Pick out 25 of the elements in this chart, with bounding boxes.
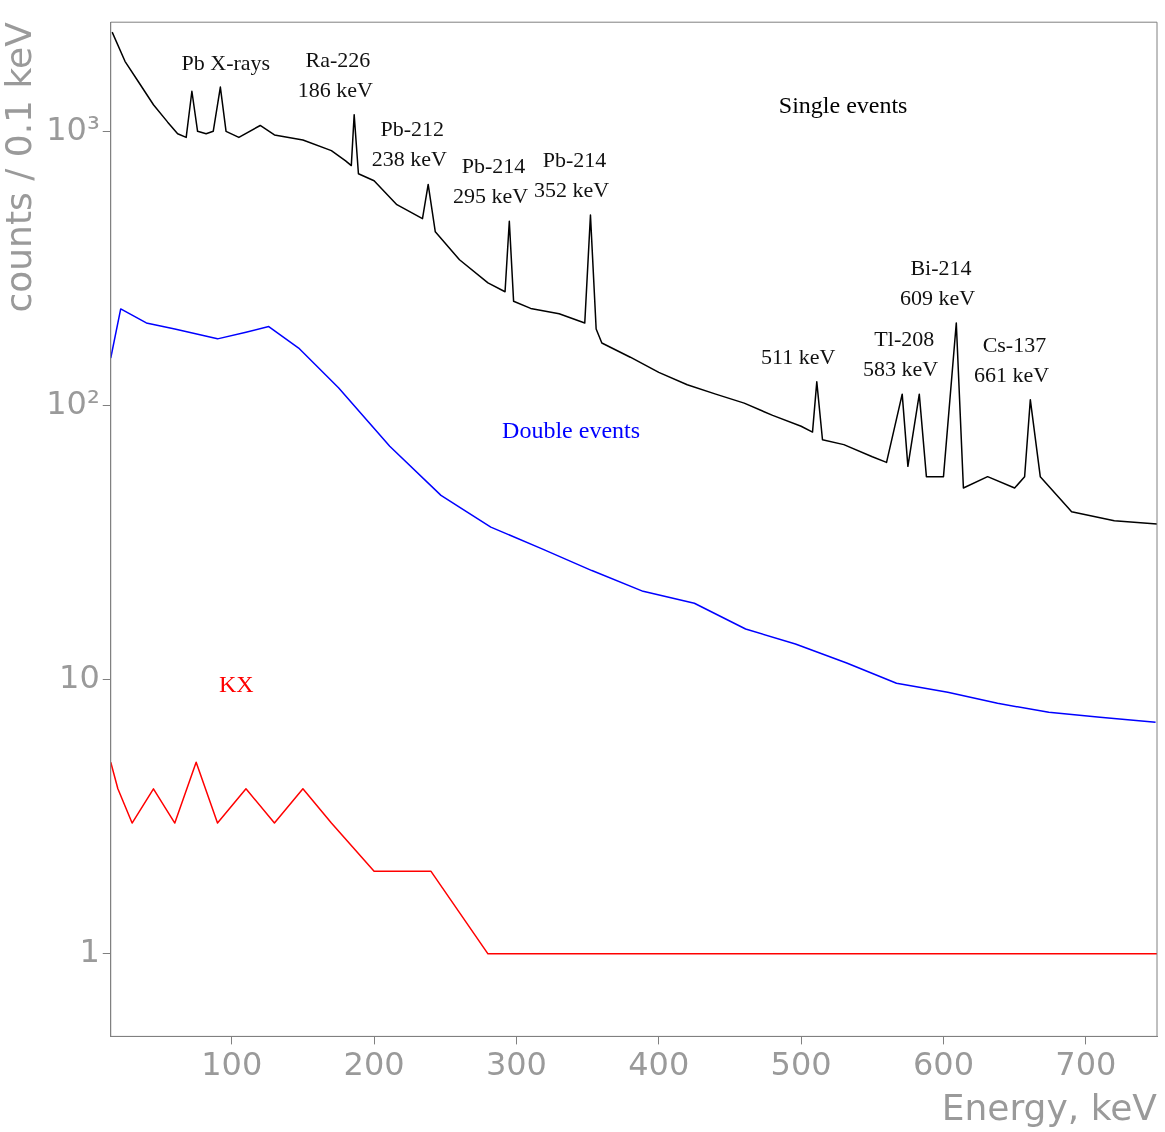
x-tick-label: 100 bbox=[201, 1044, 263, 1083]
annotation: Pb-214 352 keV bbox=[534, 147, 610, 203]
annotation: Bi-214 609 keV bbox=[899, 254, 976, 310]
annotation: Pb-212 238 keV bbox=[371, 116, 448, 172]
x-tick-label: 500 bbox=[770, 1044, 832, 1083]
y-tick-label: 1 bbox=[79, 932, 100, 971]
x-tick-label: 300 bbox=[485, 1044, 547, 1083]
y-tick-label: 10³ bbox=[46, 109, 100, 148]
annotation: Cs-137 661 keV bbox=[973, 331, 1050, 387]
x-tick-label: 600 bbox=[912, 1044, 975, 1083]
annotation: Tl-208 583 keV bbox=[862, 326, 939, 382]
x-tick-label: 400 bbox=[628, 1044, 690, 1083]
annotation: 511 keV bbox=[761, 343, 836, 369]
x-axis-title: Energy, keV bbox=[941, 1086, 1158, 1128]
annotation: Pb X-rays bbox=[181, 50, 271, 76]
y-axis-title: counts / 0.1 keV bbox=[0, 21, 39, 313]
annotation: Pb-214 295 keV bbox=[452, 153, 529, 209]
y-tick-label: 10 bbox=[59, 657, 100, 696]
x-tick-label: 700 bbox=[1055, 1044, 1117, 1083]
text: Double events bbox=[502, 417, 641, 444]
y-tick-label: 10² bbox=[46, 383, 100, 422]
text: KX bbox=[218, 670, 254, 697]
x-tick-label: 200 bbox=[343, 1044, 405, 1083]
text: Single events bbox=[778, 92, 908, 119]
annotation: Ra-226 186 keV bbox=[297, 46, 374, 102]
